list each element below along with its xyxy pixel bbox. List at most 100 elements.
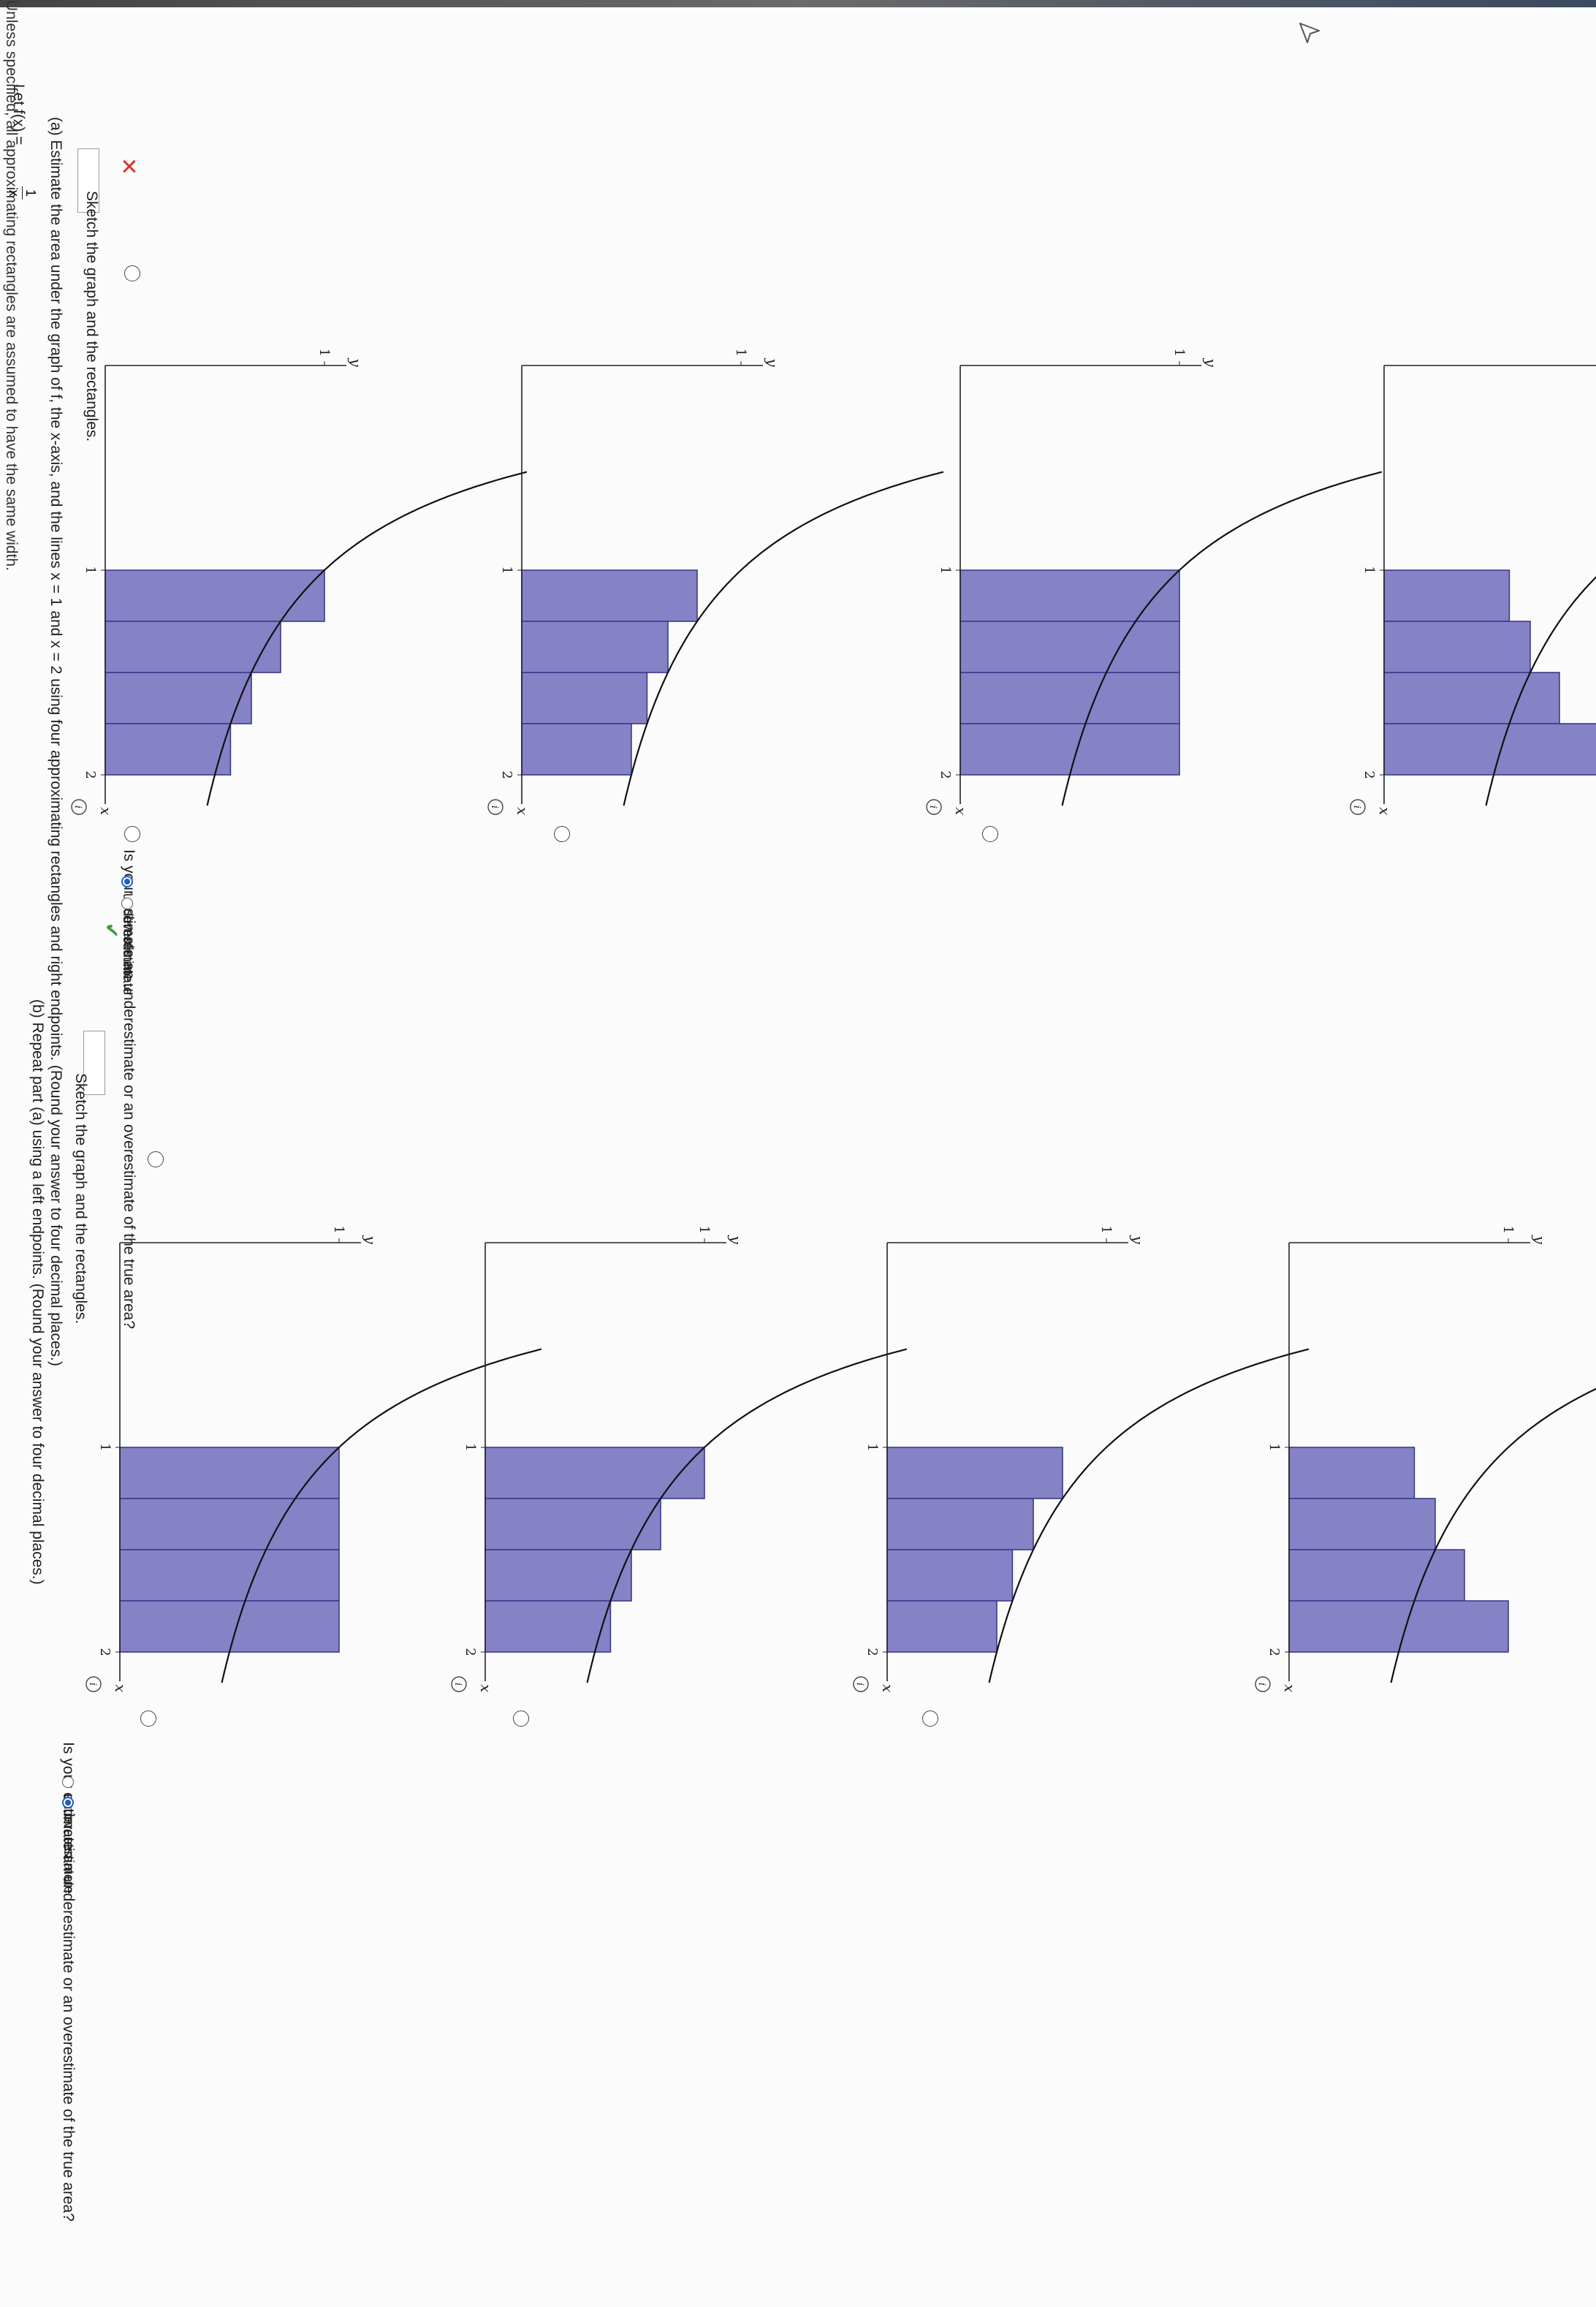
curve-1-over-x [988, 1348, 1310, 1683]
x-tick-label: 1 [83, 566, 98, 574]
y-tick-label: 1 [1098, 1226, 1114, 1234]
riemann-rectangle [484, 1600, 612, 1653]
riemann-rectangle [119, 1549, 340, 1602]
x-axis-label: x [952, 807, 970, 815]
x-tick-label: 2 [1361, 770, 1377, 779]
radio-icon [62, 1776, 74, 1788]
info-icon-glyph: i [854, 1683, 865, 1686]
x-tick-label: 2 [83, 770, 98, 779]
info-icon [1255, 1676, 1271, 1692]
riemann-rectangle [1383, 672, 1560, 724]
curve-1-over-x [1485, 471, 1596, 806]
riemann-rectangle [1288, 1549, 1465, 1602]
function-label: Let f(x) = [10, 84, 27, 145]
riemann-rectangle [104, 569, 325, 622]
graph-choice-radio[interactable] [148, 1151, 164, 1167]
mouse-pointer-icon [1299, 23, 1320, 43]
riemann-rectangle [960, 672, 1180, 724]
riemann-rectangle [521, 723, 632, 776]
curve-1-over-x [623, 471, 944, 806]
graph-choice-radio[interactable] [922, 1711, 938, 1727]
curve-1-over-x [586, 1348, 908, 1683]
riemann-rectangle [484, 1549, 632, 1602]
y-axis-label: y [347, 357, 365, 367]
riemann-rectangle [960, 621, 1180, 673]
graph-choice-radio[interactable] [982, 826, 998, 842]
x-tick-label: 2 [1266, 1648, 1282, 1656]
x-tick-label: 2 [97, 1648, 113, 1656]
graph-choice-radio[interactable] [140, 1711, 156, 1727]
riemann-rectangle [886, 1498, 1034, 1550]
fraction-numerator: 1 [23, 189, 38, 197]
x-axis-label: x [477, 1684, 495, 1692]
y-axis-label: y [1202, 357, 1220, 367]
x-axis-label: x [112, 1684, 129, 1692]
correct-check-icon: ✔ [101, 923, 123, 939]
y-tick-label: 1 [331, 1226, 346, 1234]
graph-choice-radio[interactable] [124, 826, 140, 842]
info-icon [71, 799, 87, 815]
graph-a2: 1 2 1 x y i [487, 349, 944, 815]
curve-1-over-x [221, 1348, 542, 1683]
window-top-bar [0, 0, 1596, 7]
info-icon [1350, 799, 1366, 815]
option-overestimate-b[interactable]: overestimate [60, 1797, 76, 1894]
wrong-mark-icon: ✕ [116, 157, 140, 176]
riemann-rectangle [886, 1600, 997, 1653]
y-axis-label: y [727, 1235, 745, 1244]
option-overestimate-a[interactable]: overestimate [119, 898, 135, 995]
x-axis-label: x [1281, 1684, 1299, 1692]
y-tick-label: 1 [1171, 349, 1187, 357]
info-icon-glyph: i [87, 1683, 98, 1686]
info-icon [926, 799, 942, 815]
graph-a3: 1 2 1 x y i [926, 349, 1383, 815]
info-icon [86, 1676, 102, 1692]
x-tick-label: 1 [1361, 566, 1377, 574]
info-icon-glyph: i [72, 806, 83, 808]
riemann-rectangle [960, 569, 1180, 622]
function-fraction: 1 x [7, 186, 38, 200]
info-icon-glyph: i [1256, 1683, 1267, 1686]
y-axis-label: y [362, 1235, 379, 1244]
riemann-rectangle [484, 1447, 705, 1499]
y-tick-label: 1 [733, 349, 748, 357]
riemann-rectangle [886, 1447, 1063, 1499]
riemann-rectangle [521, 569, 698, 622]
riemann-rectangle [1383, 621, 1531, 673]
info-icon [451, 1676, 467, 1692]
riemann-rectangle [960, 723, 1180, 776]
info-icon [487, 799, 503, 815]
info-icon [853, 1676, 869, 1692]
info-icon-glyph: i [489, 806, 500, 808]
graph-choice-radio[interactable] [124, 265, 140, 281]
riemann-rectangle [886, 1549, 1014, 1602]
graph-choice-radio[interactable] [554, 826, 570, 842]
curve-1-over-x [1390, 1348, 1596, 1683]
x-tick-label: 2 [938, 770, 953, 779]
graph-b4: 1 2 1 x y i [1255, 1226, 1596, 1692]
part-a-prompt: (a) Estimate the area under the graph of… [48, 117, 64, 1366]
riemann-rectangle [119, 1600, 340, 1653]
radio-selected-icon [121, 876, 133, 887]
riemann-rectangle [521, 672, 648, 724]
y-tick-label: 1 [316, 349, 332, 357]
riemann-rectangle [521, 621, 669, 673]
graph-choice-radio[interactable] [513, 1711, 529, 1727]
riemann-rectangle [1383, 723, 1596, 776]
x-axis-label: x [97, 807, 115, 815]
y-tick-label: 1 [696, 1226, 712, 1234]
y-tick-label: 1 [1500, 1226, 1516, 1234]
riemann-rectangle [104, 723, 232, 776]
riemann-rectangle [119, 1498, 340, 1550]
x-axis-label: x [514, 807, 531, 815]
curve-1-over-x [206, 471, 528, 806]
x-tick-label: 2 [864, 1648, 880, 1656]
y-axis-label: y [1531, 1235, 1548, 1244]
riemann-rectangle [1288, 1498, 1436, 1550]
x-axis-label: x [1376, 807, 1394, 815]
x-tick-label: 1 [938, 566, 953, 574]
curve-1-over-x [1061, 471, 1383, 806]
radio-selected-icon [62, 1797, 74, 1808]
